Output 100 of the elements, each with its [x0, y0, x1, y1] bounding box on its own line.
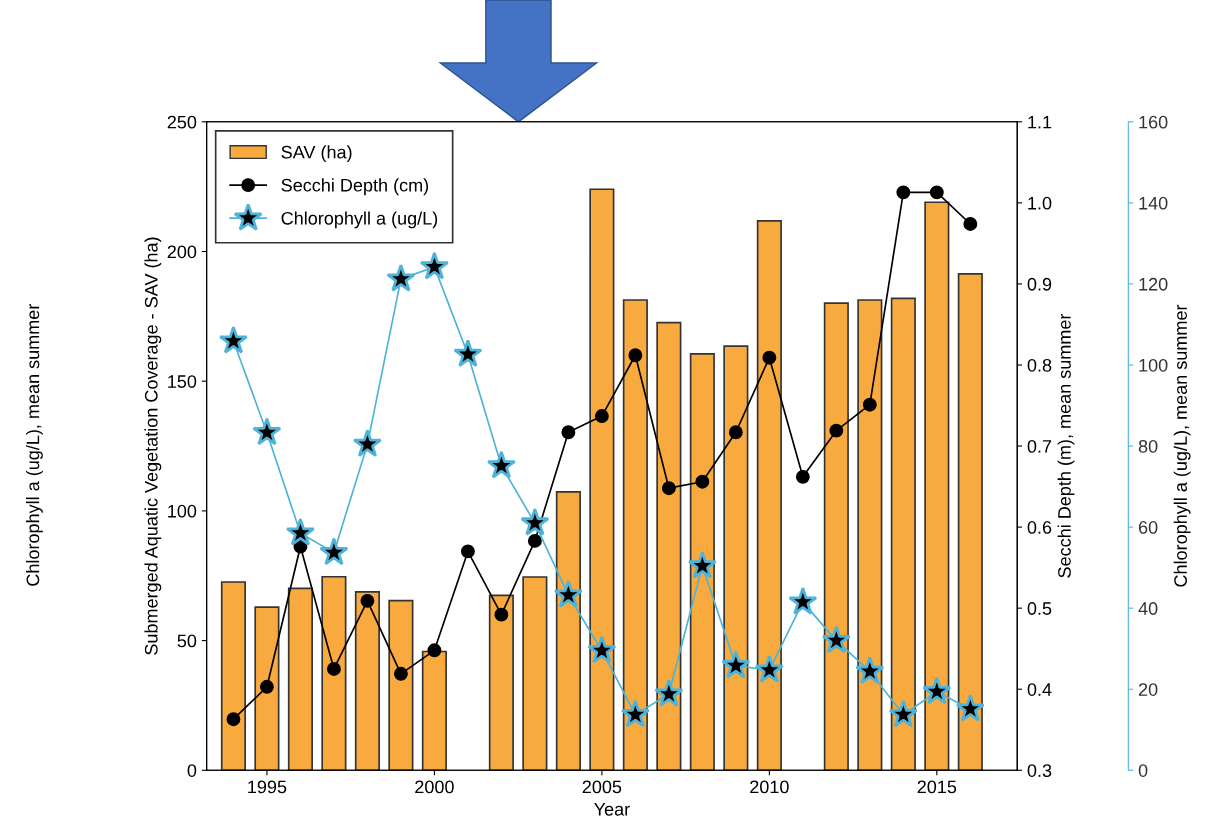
bar: [220, 581, 246, 771]
y3-tick-label: 60: [1138, 521, 1158, 534]
bar: [589, 188, 615, 771]
bar: [756, 220, 782, 771]
point: [955, 693, 985, 722]
point: [218, 325, 249, 354]
point: [888, 699, 918, 728]
y-tick-label: 100: [168, 504, 197, 518]
point: [728, 425, 743, 440]
point: [661, 481, 676, 496]
point: [829, 423, 844, 438]
bar: [488, 594, 514, 771]
bar: [857, 299, 883, 771]
y2-tick-label: 0.7: [1027, 439, 1052, 453]
y-tick-label: 0: [187, 764, 197, 777]
y3-tick-label: 160: [1139, 115, 1168, 129]
x-axis-title: Year: [594, 803, 630, 816]
bar: [354, 590, 380, 771]
y2-tick-label: 1.1: [1028, 115, 1052, 129]
bar: [924, 201, 950, 771]
x-tick-label: 2010: [750, 780, 789, 794]
point: [754, 654, 784, 683]
bar: [689, 353, 715, 771]
point: [386, 263, 416, 292]
x-tick-label: 2000: [415, 780, 454, 794]
legend-label: Secchi Depth (cm): [281, 178, 429, 196]
point: [821, 625, 851, 654]
point: [319, 537, 349, 566]
point: [285, 517, 316, 546]
y2-tick-label: 1.0: [1028, 196, 1052, 210]
y2-tick-label: 0.3: [1027, 764, 1052, 777]
point: [520, 507, 550, 536]
point: [695, 474, 710, 489]
point: [788, 586, 818, 615]
point: [922, 676, 952, 705]
y3-tick-label: 40: [1138, 602, 1158, 615]
y3-tick-label: 80: [1138, 439, 1158, 453]
legend-label: SAV (ha): [281, 145, 352, 163]
point: [587, 635, 617, 664]
bar: [421, 650, 447, 771]
y2-tick-label: 0.9: [1027, 277, 1052, 291]
point: [762, 350, 777, 365]
bar: [254, 606, 280, 771]
point: [252, 417, 282, 446]
bar: [555, 491, 581, 771]
point: [453, 339, 483, 368]
y-tick-label: 150: [168, 375, 197, 388]
point: [527, 533, 542, 548]
y2-tick-label: 0.5: [1027, 602, 1052, 615]
y3-tick-label: 0: [1138, 764, 1148, 777]
point: [561, 425, 576, 440]
point: [795, 469, 810, 484]
point: [929, 185, 944, 200]
y-tick-label: 200: [167, 245, 197, 259]
point: [226, 712, 241, 727]
point: [862, 397, 877, 412]
point: [326, 662, 341, 676]
y3-tick-label: 20: [1138, 683, 1158, 696]
x-tick-label: 1995: [248, 780, 287, 794]
point: [494, 607, 509, 622]
legend-label: Chlorophyll a (ug/L): [281, 211, 438, 229]
text: Chlorophyll a (ug/L), mean summer: [26, 304, 43, 586]
point: [721, 650, 751, 679]
point: [963, 216, 978, 231]
point: [419, 251, 449, 280]
point: [352, 429, 383, 458]
point: [393, 666, 408, 681]
point: [855, 656, 885, 685]
y2-axis-title: Secchi Depth (m), mean summer: [1057, 313, 1075, 578]
point: [553, 579, 583, 608]
point: [360, 593, 375, 608]
x-tick-label: 2005: [582, 780, 622, 794]
point: [628, 348, 643, 363]
bar: [656, 321, 682, 771]
y-tick-label: 50: [177, 634, 197, 648]
y-tick-label: 250: [167, 115, 197, 129]
point: [620, 699, 650, 728]
bar: [522, 576, 548, 771]
point: [896, 185, 911, 200]
y3-tick-label: 100: [1139, 358, 1168, 372]
bar: [890, 297, 916, 771]
point: [687, 550, 717, 579]
y2-tick-label: 0.4: [1027, 683, 1052, 696]
y3-tick-label: 120: [1139, 277, 1168, 291]
bar: [823, 302, 849, 771]
point: [594, 409, 609, 423]
y2-tick-label: 0.6: [1027, 521, 1052, 534]
bar: [957, 272, 983, 771]
y3-tick-label: 140: [1139, 196, 1168, 210]
bar: [388, 599, 414, 771]
x-tick-label: 2015: [917, 780, 957, 794]
point: [460, 544, 475, 559]
point: [654, 678, 684, 707]
point: [259, 679, 274, 694]
bar: [723, 345, 749, 771]
y-axis-title: Submerged Aquatic Vegetation Coverage - SAV (ha): [144, 237, 162, 655]
point: [486, 450, 516, 479]
bar: [321, 575, 347, 771]
bar: [287, 587, 313, 771]
point: [427, 643, 442, 658]
